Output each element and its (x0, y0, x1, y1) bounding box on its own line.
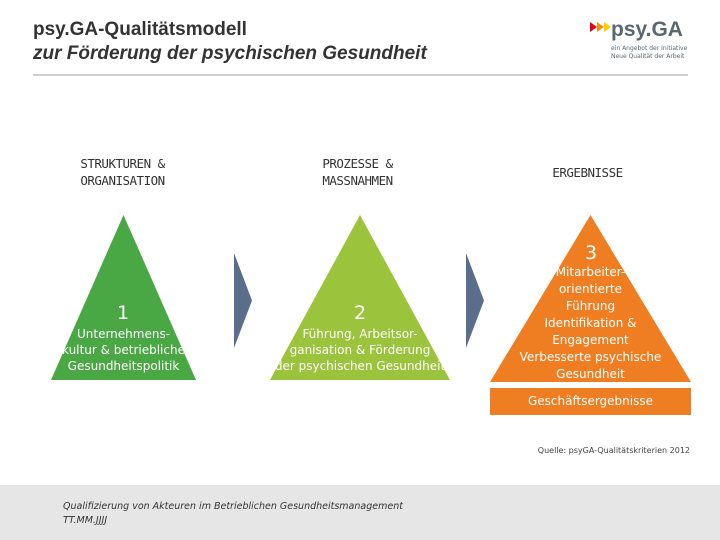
footer-title: Qualifizierung von Akteuren im Betriebli… (63, 501, 403, 512)
triangle-processes (270, 215, 450, 380)
number-3: 3 (584, 242, 598, 264)
number-2: 2 (353, 302, 367, 324)
page-title: psy.GA-Qualitätsmodell zur Förderung der… (33, 18, 427, 66)
logo-tagline: ein Angebot der Initiative Neue Qualität … (611, 45, 688, 60)
footer-date: TT.MM.JJJJ (63, 515, 108, 526)
source-note: Quelle: psyGA-Qualitätskriterien 2012 (537, 446, 690, 455)
number-1: 1 (116, 302, 130, 324)
triangle-text-results: Mitarbeiter- orientierte Führung Identif… (519, 265, 662, 381)
column-heading-results: ERGEBNISSE (552, 165, 623, 180)
title-divider (33, 74, 688, 76)
title-line-2: zur Förderung der psychischen Gesundheit (33, 43, 427, 64)
business-results-label: Geschäftsergebnisse (527, 394, 653, 408)
triangle-text-structures: Unternehmens- kultur & betriebliche Gesu… (62, 327, 185, 373)
footer-bar (0, 485, 720, 540)
logo-wordmark: psy.GA (611, 18, 683, 41)
arrow-1 (234, 253, 252, 348)
title-line-1: psy.GA-Qualitätsmodell (33, 19, 247, 40)
business-results-bar: Geschäftsergebnisse (490, 388, 691, 415)
psyga-logo-mark (590, 22, 611, 32)
column-heading-structures: STRUKTUREN & ORGANISATION (80, 156, 165, 188)
arrow-2 (466, 253, 484, 348)
triangle-results (490, 215, 691, 382)
triangle-structures (51, 215, 196, 380)
column-heading-processes: PROZESSE & MASSNAHMEN (322, 156, 393, 188)
triangle-text-processes: Führung, Arbeitsor- ganisation & Förderu… (274, 327, 446, 373)
